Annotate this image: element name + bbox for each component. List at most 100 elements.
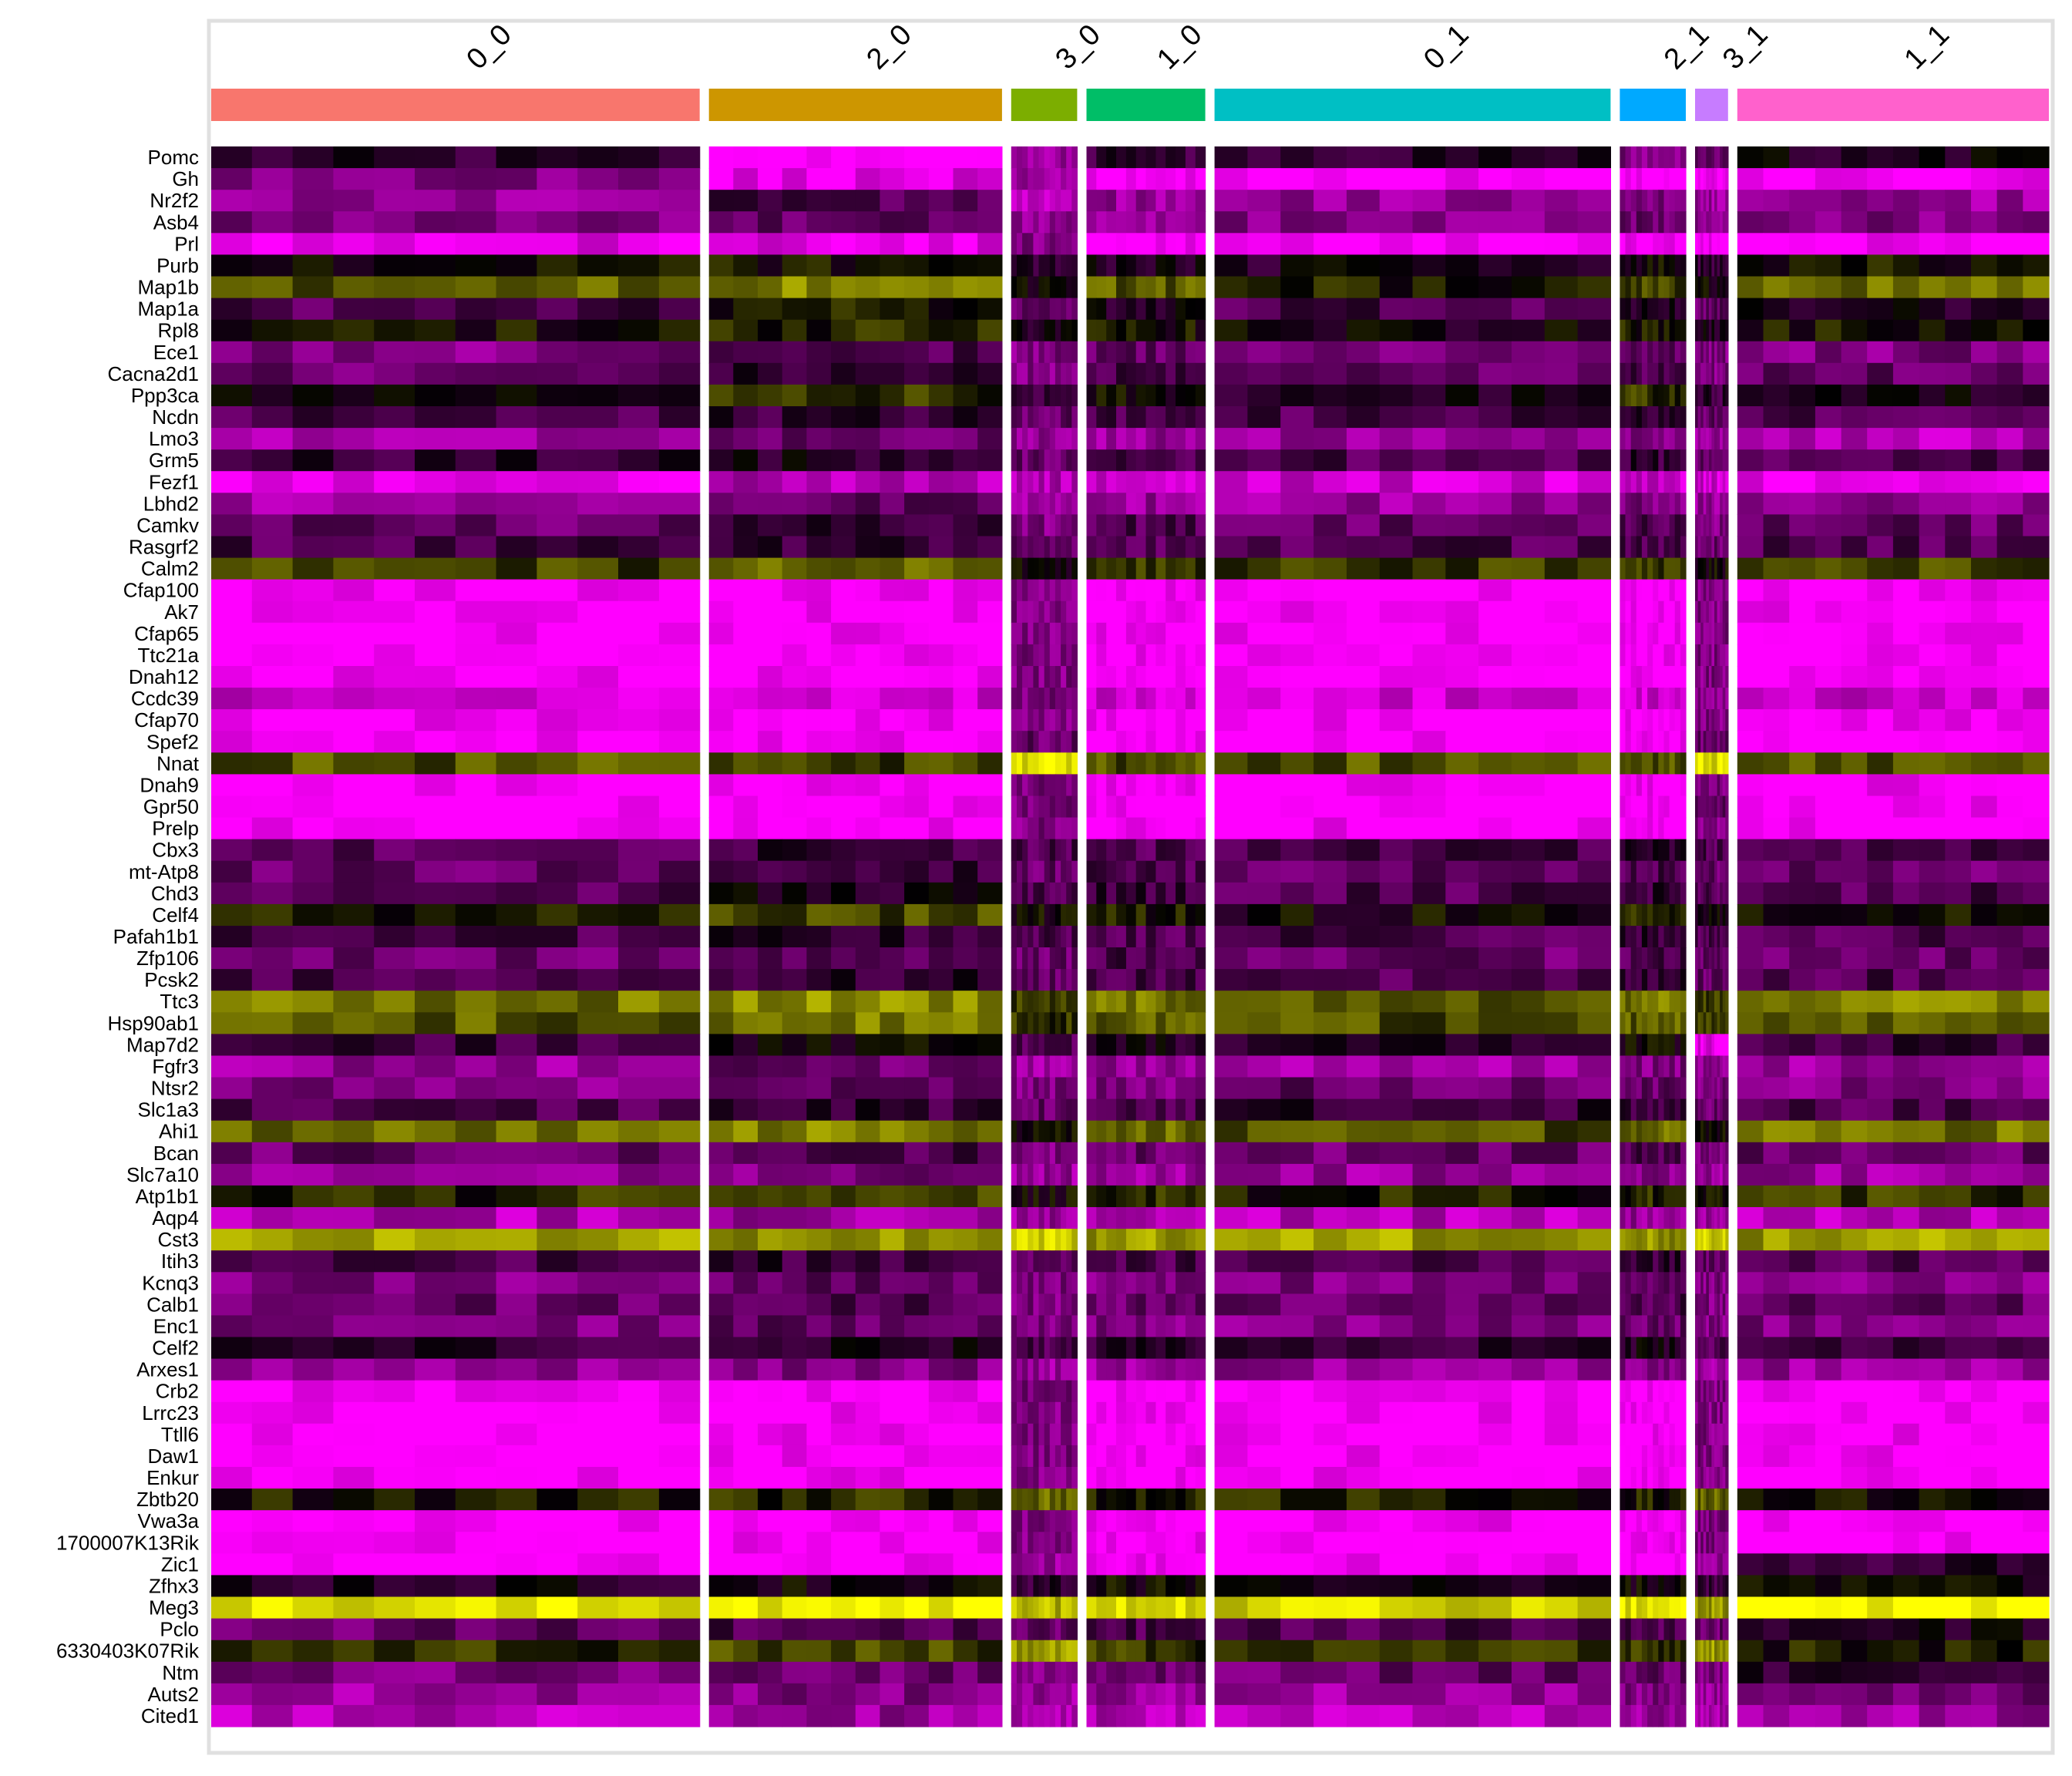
- heat-cell: [1017, 666, 1023, 688]
- heat-cell: [1346, 493, 1381, 515]
- heat-cell: [758, 1683, 783, 1706]
- heat-cell: [1346, 1445, 1381, 1468]
- heat-cell: [1674, 254, 1681, 278]
- heat-cell: [455, 406, 497, 429]
- heat-cell: [1145, 666, 1156, 688]
- heat-cell: [1478, 817, 1512, 840]
- heat-cell: [1641, 926, 1648, 948]
- heat-cell: [1054, 1488, 1061, 1511]
- heat-cell: [1071, 1250, 1078, 1273]
- heat-cell: [1412, 600, 1446, 624]
- heat-cell: [292, 276, 334, 299]
- heat-cell: [1116, 1661, 1127, 1684]
- heat-cell: [880, 384, 905, 407]
- heat-cell: [1066, 319, 1072, 342]
- heat-cell: [1669, 146, 1676, 169]
- heat-cell: [1663, 1142, 1670, 1165]
- heat-cell: [455, 1120, 497, 1143]
- heat-cell: [1511, 471, 1546, 493]
- heat-cell: [1125, 731, 1137, 753]
- heat-cell: [1049, 839, 1056, 862]
- heat-cell: [855, 1683, 881, 1706]
- heat-cell: [977, 991, 1003, 1013]
- heat-cell: [251, 969, 294, 991]
- heat-cell: [1625, 731, 1632, 753]
- heat-cell: [658, 1207, 701, 1229]
- heat-cell: [1478, 514, 1512, 537]
- heat-cell: [1155, 1034, 1166, 1057]
- heat-cell: [1625, 926, 1632, 948]
- heat-cell: [928, 1661, 954, 1684]
- heat-cell: [1166, 1401, 1176, 1424]
- heat-cell: [1011, 1380, 1018, 1403]
- heat-cell: [251, 774, 294, 797]
- heat-cell: [1478, 557, 1512, 580]
- heat-cell: [1028, 1575, 1034, 1598]
- heat-cell: [1125, 1488, 1137, 1511]
- heat-cell: [1106, 969, 1117, 991]
- heat-cell: [1071, 1596, 1078, 1620]
- heat-cell: [1022, 903, 1028, 927]
- heat-cell: [455, 839, 497, 862]
- heat-cell: [928, 1488, 954, 1511]
- heat-cell: [1017, 384, 1023, 407]
- heat-cell: [1445, 471, 1479, 493]
- heat-cell: [1445, 493, 1479, 515]
- heat-cell: [880, 146, 905, 169]
- heat-cell: [1022, 1185, 1028, 1208]
- heat-cell: [536, 1315, 578, 1338]
- heat-cell: [1135, 168, 1147, 190]
- heat-cell: [1674, 471, 1681, 493]
- heat-cell: [1125, 839, 1137, 862]
- heat-cell: [251, 536, 294, 559]
- heat-cell: [1620, 190, 1626, 212]
- heat-cell: [1663, 146, 1670, 169]
- heat-cell: [1577, 514, 1611, 537]
- heat-cell: [1061, 1401, 1067, 1424]
- heat-cell: [1478, 796, 1512, 819]
- heat-cell: [496, 991, 537, 1013]
- heat-cell: [1641, 471, 1648, 493]
- heat-cell: [1135, 276, 1147, 299]
- heat-cell: [374, 1012, 415, 1034]
- heat-cell: [1011, 903, 1018, 927]
- heat-cell: [1620, 168, 1626, 190]
- heat-cell: [733, 1553, 758, 1576]
- heat-cell: [1054, 1293, 1061, 1317]
- heat-cell: [618, 1272, 660, 1294]
- heat-cell: [577, 752, 619, 775]
- heat-cell: [1022, 579, 1028, 602]
- heat-cell: [1106, 796, 1117, 819]
- heat-cell: [1145, 1618, 1156, 1641]
- heat-cell: [1641, 752, 1648, 775]
- heat-cell: [455, 903, 497, 927]
- heat-cell: [977, 1012, 1003, 1034]
- heat-cell: [1155, 666, 1166, 688]
- heat-cell: [1412, 1704, 1446, 1727]
- heat-cell: [1054, 514, 1061, 537]
- heat-cell: [806, 709, 832, 732]
- heat-cell: [1280, 1185, 1314, 1208]
- heat-cell: [1071, 1185, 1078, 1208]
- heat-cell: [806, 168, 832, 190]
- heat-cell: [977, 882, 1003, 905]
- heat-cell: [1038, 362, 1045, 385]
- heat-cell: [1066, 839, 1072, 862]
- heat-cell: [211, 731, 253, 753]
- heat-cell: [1636, 211, 1643, 234]
- heat-cell: [1379, 514, 1414, 537]
- heat-cell: [1185, 1207, 1196, 1229]
- heat-cell: [1166, 319, 1176, 342]
- heat-cell: [1379, 817, 1414, 840]
- heat-cell: [1577, 1250, 1611, 1273]
- heat-cell: [1071, 1423, 1078, 1446]
- heat-cell: [658, 319, 701, 342]
- heat-cell: [806, 1250, 832, 1273]
- heat-cell: [1017, 1467, 1023, 1489]
- heat-cell: [1086, 1618, 1097, 1641]
- heat-cell: [1214, 1704, 1248, 1727]
- heat-cell: [1658, 514, 1664, 537]
- heat-cell: [1155, 1337, 1166, 1360]
- heat-cell: [1412, 731, 1446, 753]
- heat-cell: [1038, 969, 1045, 991]
